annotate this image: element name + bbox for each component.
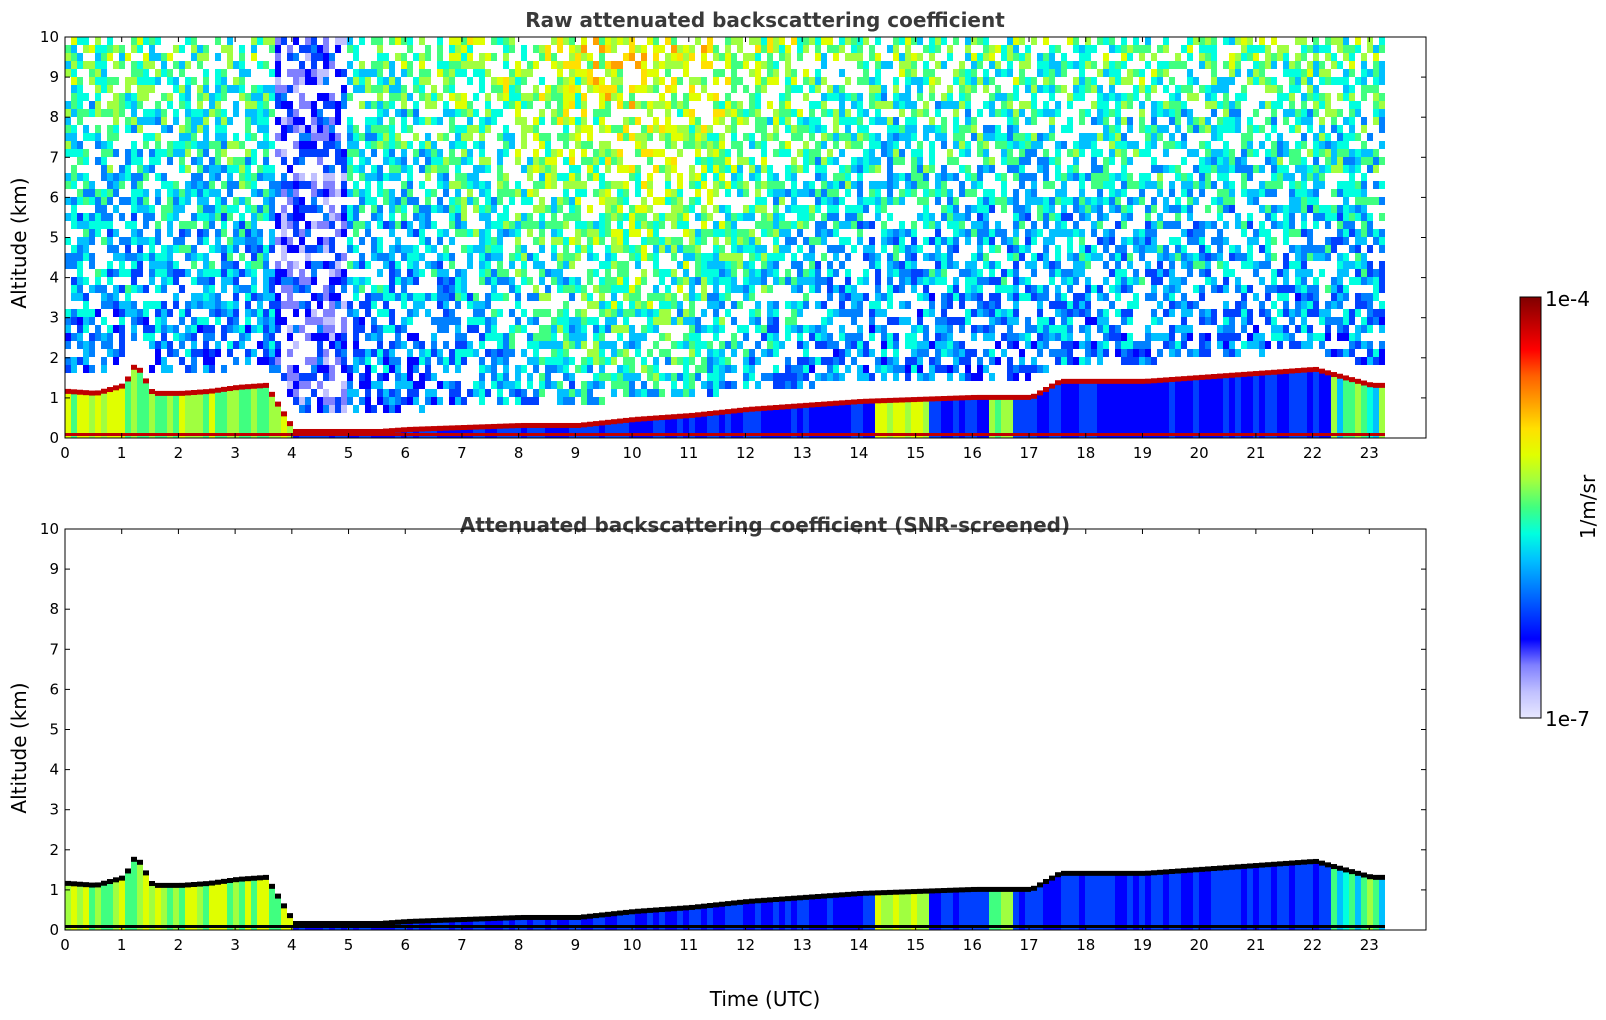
x-tick-label: 12 <box>736 444 755 462</box>
x-tick-label: 8 <box>514 444 524 462</box>
x-tick-label: 5 <box>344 936 354 954</box>
y-tick-label: 4 <box>49 269 59 287</box>
y-tick-label: 1 <box>49 389 59 407</box>
x-tick-label: 10 <box>623 936 642 954</box>
panel-screened-ylabel: Altitude (km) <box>7 682 31 813</box>
x-tick-label: 6 <box>400 444 410 462</box>
y-tick-label: 3 <box>49 309 59 327</box>
colorbar-min-label: 1e-7 <box>1545 707 1590 731</box>
panel-screened: Attenuated backscattering coefficient (S… <box>7 513 1427 1011</box>
colorbar-max-label: 1e-4 <box>1545 287 1590 311</box>
panel-screened-plot-area <box>65 856 1385 930</box>
x-tick-label: 19 <box>1133 936 1152 954</box>
x-tick-label: 19 <box>1133 444 1152 462</box>
x-tick-label: 16 <box>963 444 982 462</box>
panel-raw-axes: 0 1 2 3 4 5 6 7 8 9 10 11 12 13 14 15 16 17 18 19 20 21 22 2301… <box>40 28 1427 462</box>
x-tick-label: 22 <box>1303 444 1322 462</box>
x-tick-label: 20 <box>1190 444 1209 462</box>
y-tick-label: 6 <box>49 188 59 206</box>
x-tick-label: 7 <box>457 936 467 954</box>
x-tick-label: 1 <box>117 936 127 954</box>
y-tick-label: 7 <box>49 640 59 658</box>
y-tick-label: 0 <box>49 921 59 939</box>
x-tick-label: 20 <box>1190 936 1209 954</box>
y-tick-label: 4 <box>49 761 59 779</box>
x-tick-label: 3 <box>230 444 240 462</box>
y-tick-label: 6 <box>49 680 59 698</box>
x-tick-label: 15 <box>906 936 925 954</box>
x-tick-label: 3 <box>230 936 240 954</box>
x-tick-label: 16 <box>963 936 982 954</box>
y-tick-label: 5 <box>49 721 59 739</box>
panel-screened-title: Attenuated backscattering coefficient (S… <box>460 513 1070 537</box>
y-tick-label: 5 <box>49 229 59 247</box>
x-tick-label: 2 <box>174 936 184 954</box>
colorbar-unit-label: 1/m/sr <box>1576 474 1600 539</box>
x-tick-label: 13 <box>793 444 812 462</box>
x-tick-label: 10 <box>623 444 642 462</box>
colorbar: 1e-4 1e-7 1/m/sr <box>1519 287 1600 731</box>
x-tick-label: 18 <box>1076 444 1095 462</box>
y-tick-label: 8 <box>49 600 59 618</box>
x-tick-label: 0 <box>60 936 70 954</box>
x-tick-label: 0 <box>60 444 70 462</box>
x-tick-label: 17 <box>1019 444 1038 462</box>
y-tick-label: 9 <box>49 560 59 578</box>
x-tick-label: 21 <box>1246 936 1265 954</box>
panel-raw-title: Raw attenuated backscattering coefficien… <box>525 8 1005 32</box>
x-tick-label: 23 <box>1360 936 1379 954</box>
colorbar-gradient <box>1519 296 1542 719</box>
x-tick-label: 17 <box>1019 936 1038 954</box>
x-tick-label: 15 <box>906 444 925 462</box>
panel-raw: Raw attenuated backscattering coefficien… <box>7 8 1427 462</box>
x-tick-label: 8 <box>514 936 524 954</box>
y-tick-label: 8 <box>49 108 59 126</box>
x-tick-label: 23 <box>1360 444 1379 462</box>
panel-raw-plot-area <box>65 37 1385 438</box>
y-tick-label: 2 <box>49 349 59 367</box>
x-tick-label: 7 <box>457 444 467 462</box>
y-tick-label: 10 <box>40 28 59 46</box>
x-tick-label: 2 <box>174 444 184 462</box>
y-tick-label: 7 <box>49 148 59 166</box>
panel-raw-ylabel: Altitude (km) <box>7 177 31 308</box>
panel-screened-axes: 0 1 2 3 4 5 6 7 8 9 10 11 12 13 14 15 16 17 18 19 20 21 22 2301… <box>40 520 1427 954</box>
x-tick-label: 12 <box>736 936 755 954</box>
y-tick-label: 10 <box>40 520 59 538</box>
x-tick-label: 21 <box>1246 444 1265 462</box>
x-tick-label: 9 <box>571 444 581 462</box>
x-tick-label: 14 <box>849 936 868 954</box>
x-tick-label: 18 <box>1076 936 1095 954</box>
x-tick-label: 22 <box>1303 936 1322 954</box>
y-tick-label: 0 <box>49 429 59 447</box>
x-tick-label: 11 <box>679 444 698 462</box>
x-tick-label: 4 <box>287 444 297 462</box>
x-tick-label: 1 <box>117 444 127 462</box>
panel-screened-xlabel: Time (UTC) <box>709 987 821 1011</box>
x-tick-label: 6 <box>400 936 410 954</box>
x-tick-label: 4 <box>287 936 297 954</box>
y-tick-label: 3 <box>49 801 59 819</box>
y-tick-label: 1 <box>49 881 59 899</box>
x-tick-label: 11 <box>679 936 698 954</box>
x-tick-label: 14 <box>849 444 868 462</box>
x-tick-label: 9 <box>571 936 581 954</box>
x-tick-label: 13 <box>793 936 812 954</box>
x-tick-label: 5 <box>344 444 354 462</box>
y-tick-label: 9 <box>49 68 59 86</box>
y-tick-label: 2 <box>49 841 59 859</box>
